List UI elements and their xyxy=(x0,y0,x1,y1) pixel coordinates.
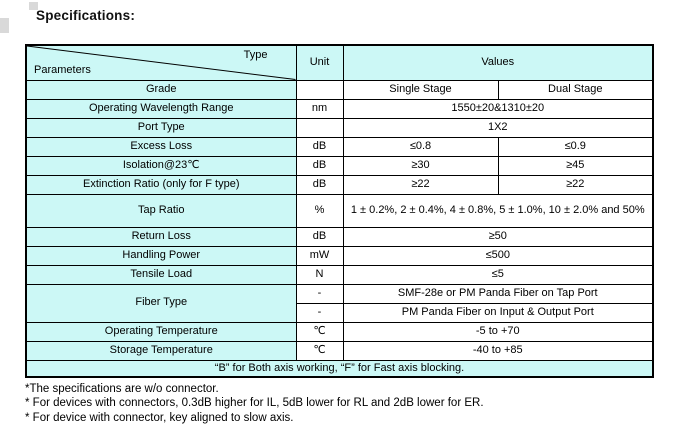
unit-storage-temperature: ℃ xyxy=(295,340,344,361)
table-row: Tensile Load N ≤5 xyxy=(25,264,654,285)
unit-return-loss: dB xyxy=(295,226,344,247)
table-row: Tap Ratio % 1 ± 0.2%, 2 ± 0.4%, 4 ± 0.8%… xyxy=(25,193,654,228)
table-row: Operating Wavelength Range nm 1550±20&13… xyxy=(25,98,654,119)
scan-artifact xyxy=(0,18,9,33)
param-handling-power: Handling Power xyxy=(25,245,297,266)
table-row: Fiber Type - SMF-28e or PM Panda Fiber o… xyxy=(25,283,654,323)
value-storage-temperature: -40 to +85 xyxy=(342,340,654,361)
corner-header-cell: Type Parameters xyxy=(25,44,297,81)
table-row: Storage Temperature ℃ -40 to +85 xyxy=(25,340,654,361)
value-wavelength-range: 1550±20&1310±20 xyxy=(342,98,654,119)
unit-port-type xyxy=(295,117,344,138)
param-isolation: Isolation@23℃ xyxy=(25,155,297,176)
corner-type-label: Type xyxy=(243,49,268,61)
table-row: Port Type 1X2 xyxy=(25,117,654,138)
value-tap-ratio: 1 ± 0.2%, 2 ± 0.4%, 4 ± 0.8%, 5 ± 1.0%, … xyxy=(342,193,654,228)
table-row: Excess Loss dB ≤0.8 ≤0.9 xyxy=(25,136,654,157)
footnote-2: * For devices with connectors, 0.3dB hig… xyxy=(25,397,484,410)
value-isolation-single: ≥30 xyxy=(342,155,499,176)
table-row: Return Loss dB ≥50 xyxy=(25,226,654,247)
param-excess-loss: Excess Loss xyxy=(25,136,297,157)
value-return-loss: ≥50 xyxy=(342,226,654,247)
table-row: Handling Power mW ≤500 xyxy=(25,245,654,266)
param-tensile-load: Tensile Load xyxy=(25,264,297,285)
value-isolation-dual: ≥45 xyxy=(497,155,654,176)
value-operating-temperature: -5 to +70 xyxy=(342,321,654,342)
param-fiber-type: Fiber Type xyxy=(25,283,297,323)
table-header-row: Type Parameters Unit Values xyxy=(25,44,654,81)
value-excess-loss-dual: ≤0.9 xyxy=(497,136,654,157)
value-extinction-ratio-dual: ≥22 xyxy=(497,174,654,195)
value-fiber-type-1: SMF-28e or PM Panda Fiber on Tap Port xyxy=(342,283,654,304)
footnotes: *The specifications are w/o connector. *… xyxy=(25,382,645,425)
table-row: Operating Temperature ℃ -5 to +70 xyxy=(25,321,654,342)
table-row: Grade Single Stage Dual Stage xyxy=(25,79,654,100)
param-extinction-ratio: Extinction Ratio (only for F type) xyxy=(25,174,297,195)
table-footer-row: “B” for Both axis working, “F” for Fast … xyxy=(25,359,654,378)
value-excess-loss-single: ≤0.8 xyxy=(342,136,499,157)
footnote-3: * For device with connector, key aligned… xyxy=(25,411,294,424)
scan-artifact xyxy=(29,2,38,10)
specifications-table: Type Parameters Unit Values Grade Single… xyxy=(25,44,655,378)
value-handling-power: ≤500 xyxy=(342,245,654,266)
table-row: Isolation@23℃ dB ≥30 ≥45 xyxy=(25,155,654,176)
unit-extinction-ratio: dB xyxy=(295,174,344,195)
unit-isolation: dB xyxy=(295,155,344,176)
page-title: Specifications: xyxy=(36,8,136,23)
values-column-header: Values xyxy=(342,44,654,81)
param-port-type: Port Type xyxy=(25,117,297,138)
unit-tap-ratio: % xyxy=(295,193,344,228)
table-row: Extinction Ratio (only for F type) dB ≥2… xyxy=(25,174,654,195)
param-tap-ratio: Tap Ratio xyxy=(25,193,297,228)
unit-tensile-load: N xyxy=(295,264,344,285)
param-grade: Grade xyxy=(25,79,297,100)
corner-parameters-label: Parameters xyxy=(34,64,91,77)
value-grade-single: Single Stage xyxy=(342,79,499,100)
diagonal-divider xyxy=(27,46,296,80)
param-operating-temperature: Operating Temperature xyxy=(25,321,297,342)
value-extinction-ratio-single: ≥22 xyxy=(342,174,499,195)
unit-wavelength-range: nm xyxy=(295,98,344,119)
unit-fiber-type-1: - xyxy=(295,283,344,304)
value-fiber-type-2: PM Panda Fiber on Input & Output Port xyxy=(342,302,654,323)
unit-operating-temperature: ℃ xyxy=(295,321,344,342)
param-wavelength-range: Operating Wavelength Range xyxy=(25,98,297,119)
value-tensile-load: ≤5 xyxy=(342,264,654,285)
param-storage-temperature: Storage Temperature xyxy=(25,340,297,361)
unit-handling-power: mW xyxy=(295,245,344,266)
unit-column-header: Unit xyxy=(295,44,344,81)
value-port-type: 1X2 xyxy=(342,117,654,138)
value-grade-dual: Dual Stage xyxy=(497,79,654,100)
unit-fiber-type-2: - xyxy=(295,302,344,323)
unit-grade xyxy=(295,79,344,100)
unit-excess-loss: dB xyxy=(295,136,344,157)
footnote-1: *The specifications are w/o connector. xyxy=(25,383,219,395)
param-return-loss: Return Loss xyxy=(25,226,297,247)
footer-note: “B” for Both axis working, “F” for Fast … xyxy=(25,359,654,378)
